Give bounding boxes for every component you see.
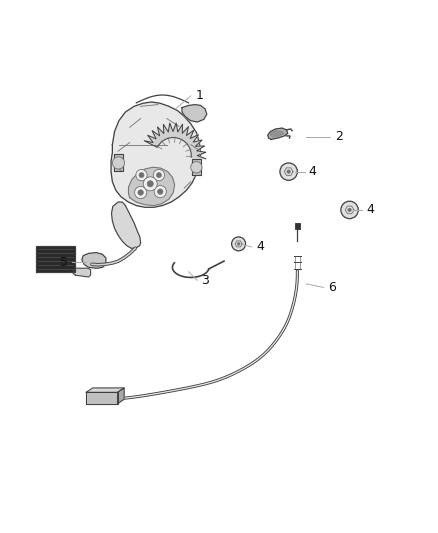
Text: 4: 4 <box>309 165 317 178</box>
Polygon shape <box>82 253 106 268</box>
Text: 4: 4 <box>256 240 264 253</box>
Circle shape <box>113 157 124 169</box>
Polygon shape <box>117 388 124 403</box>
Text: 3: 3 <box>201 274 209 287</box>
Circle shape <box>147 181 153 187</box>
Circle shape <box>134 187 147 199</box>
Circle shape <box>143 177 157 191</box>
Circle shape <box>287 170 290 173</box>
Polygon shape <box>144 123 206 159</box>
Text: 6: 6 <box>328 281 336 294</box>
Polygon shape <box>182 104 207 122</box>
Circle shape <box>348 208 351 212</box>
Polygon shape <box>112 202 141 248</box>
Circle shape <box>232 237 246 251</box>
Polygon shape <box>128 167 175 206</box>
Circle shape <box>139 173 144 177</box>
Polygon shape <box>114 154 123 171</box>
Circle shape <box>138 190 143 195</box>
Polygon shape <box>86 388 124 392</box>
Text: 2: 2 <box>335 130 343 143</box>
Polygon shape <box>111 102 201 207</box>
Polygon shape <box>86 392 117 403</box>
Circle shape <box>280 163 297 180</box>
Bar <box>36 246 75 272</box>
Circle shape <box>341 201 358 219</box>
Bar <box>295 223 300 229</box>
Polygon shape <box>270 131 283 137</box>
Circle shape <box>191 161 202 173</box>
Polygon shape <box>268 128 288 140</box>
Polygon shape <box>192 158 201 175</box>
Text: 5: 5 <box>60 256 68 269</box>
Circle shape <box>136 169 147 181</box>
Polygon shape <box>73 268 91 277</box>
Circle shape <box>156 173 162 177</box>
Text: 4: 4 <box>367 204 374 216</box>
Circle shape <box>158 189 163 195</box>
Circle shape <box>153 169 165 181</box>
Circle shape <box>154 185 166 198</box>
Text: 1: 1 <box>195 90 203 102</box>
Circle shape <box>237 243 240 245</box>
